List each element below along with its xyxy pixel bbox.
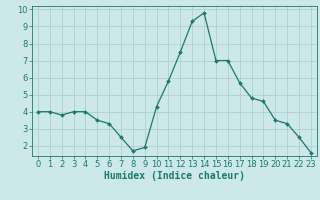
X-axis label: Humidex (Indice chaleur): Humidex (Indice chaleur) bbox=[104, 171, 245, 181]
